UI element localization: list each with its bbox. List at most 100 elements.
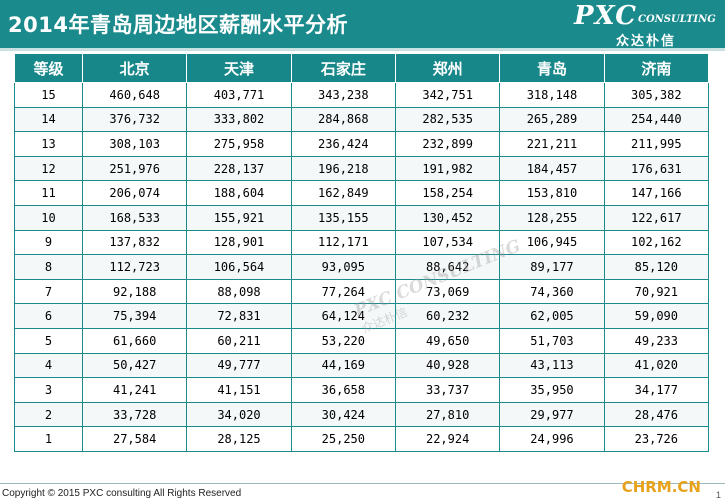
salary-cell: 153,810: [499, 180, 605, 206]
table-row: 3 41,241 41,151 36,658 33,737 35,950 34,177: [14, 377, 710, 403]
salary-cell: 49,233: [603, 327, 710, 354]
grade-cell: 4: [14, 352, 83, 379]
salary-cell: 376,732: [81, 106, 188, 133]
table-row: 7 92,188 88,098 77,264 73,069 74,360 70,921: [14, 278, 710, 305]
column-header-tianjin: 天津: [186, 53, 292, 83]
page-number: 1: [715, 490, 721, 500]
salary-cell: 158,254: [394, 180, 501, 206]
column-header-beijing: 北京: [81, 53, 188, 83]
salary-cell: 112,723: [81, 254, 188, 280]
salary-cell: 137,832: [81, 229, 188, 256]
salary-cell: 106,564: [186, 254, 292, 280]
salary-cell: 28,476: [603, 401, 710, 428]
salary-cell: 122,617: [603, 204, 710, 231]
title-bar: 2014年青岛周边地区薪酬水平分析 PXC CONSULTING 众达朴信: [0, 0, 725, 49]
table-row: 10 168,533 155,921 135,155 130,452 128,255 122…: [14, 204, 710, 231]
salary-cell: 211,995: [603, 131, 710, 157]
table-row: 4 50,427 49,777 44,169 40,928 43,113 41,020: [14, 352, 710, 379]
salary-cell: 61,660: [81, 327, 188, 354]
salary-cell: 49,650: [394, 327, 501, 354]
grade-cell: 12: [14, 155, 83, 182]
column-header-qingdao: 青岛: [499, 53, 605, 83]
salary-cell: 85,120: [603, 254, 710, 280]
column-header-shijiazhuang: 石家庄: [290, 53, 396, 83]
salary-cell: 102,162: [603, 229, 710, 256]
logo-consulting-text: CONSULTING: [638, 14, 716, 25]
salary-cell: 74,360: [499, 278, 605, 305]
salary-cell: 106,945: [499, 229, 605, 256]
grade-cell: 11: [14, 180, 83, 206]
grade-cell: 9: [14, 229, 83, 256]
salary-cell: 147,166: [603, 180, 710, 206]
salary-cell: 44,169: [290, 352, 396, 379]
salary-cell: 176,631: [603, 155, 710, 182]
table-row: 1 27,584 28,125 25,250 22,924 24,996 23,726: [14, 426, 710, 452]
salary-cell: 343,238: [290, 82, 396, 108]
grade-cell: 7: [14, 278, 83, 305]
salary-cell: 128,255: [499, 204, 605, 231]
table-row: 13 308,103 275,958 236,424 232,899 221,211 211…: [14, 131, 710, 157]
salary-cell: 251,976: [81, 155, 188, 182]
salary-cell: 135,155: [290, 204, 396, 231]
salary-cell: 308,103: [81, 131, 188, 157]
salary-cell: 40,928: [394, 352, 501, 379]
table-header-row: 等级 北京 天津 石家庄 郑州 青岛 济南: [14, 53, 710, 83]
salary-cell: 43,113: [499, 352, 605, 379]
salary-cell: 206,074: [81, 180, 188, 206]
column-header-grade: 等级: [14, 53, 83, 83]
salary-cell: 168,533: [81, 204, 188, 231]
salary-cell: 34,020: [186, 401, 292, 428]
table-row: 2 33,728 34,020 30,424 27,810 29,977 28,476: [14, 401, 710, 428]
grade-cell: 14: [14, 106, 83, 133]
table-row: 14 376,732 333,802 284,868 282,535 265,289 254…: [14, 106, 710, 133]
salary-cell: 49,777: [186, 352, 292, 379]
table-row: 9 137,832 128,901 112,171 107,534 106,945 102,…: [14, 229, 710, 256]
column-header-zhengzhou: 郑州: [394, 53, 501, 83]
salary-cell: 60,232: [394, 303, 501, 329]
table-row: 12 251,976 228,137 196,218 191,982 184,457 176…: [14, 155, 710, 182]
salary-cell: 22,924: [394, 426, 501, 452]
salary-cell: 254,440: [603, 106, 710, 133]
salary-cell: 30,424: [290, 401, 396, 428]
salary-cell: 265,289: [499, 106, 605, 133]
salary-cell: 282,535: [394, 106, 501, 133]
salary-cell: 93,095: [290, 254, 396, 280]
salary-cell: 155,921: [186, 204, 292, 231]
page-title: 2014年青岛周边地区薪酬水平分析: [8, 13, 348, 37]
salary-cell: 24,996: [499, 426, 605, 452]
salary-cell: 41,020: [603, 352, 710, 379]
salary-cell: 188,604: [186, 180, 292, 206]
salary-cell: 460,648: [81, 82, 188, 108]
salary-cell: 88,642: [394, 254, 501, 280]
salary-cell: 228,137: [186, 155, 292, 182]
salary-cell: 92,188: [81, 278, 188, 305]
salary-cell: 29,977: [499, 401, 605, 428]
table-row: 5 61,660 60,211 53,220 49,650 51,703 49,233: [14, 327, 710, 354]
salary-cell: 72,831: [186, 303, 292, 329]
header-divider: [0, 48, 725, 51]
logo-pxc-text: PXC: [574, 1, 637, 31]
column-header-jinan: 济南: [603, 53, 710, 83]
salary-cell: 23,726: [603, 426, 710, 452]
salary-cell: 232,899: [394, 131, 501, 157]
salary-cell: 162,849: [290, 180, 396, 206]
salary-cell: 27,810: [394, 401, 501, 428]
salary-cell: 342,751: [394, 82, 501, 108]
table-row: 11 206,074 188,604 162,849 158,254 153,810 147…: [14, 180, 710, 206]
grade-cell: 1: [14, 426, 83, 452]
salary-cell: 53,220: [290, 327, 396, 354]
salary-cell: 28,125: [186, 426, 292, 452]
salary-cell: 305,382: [603, 82, 710, 108]
salary-cell: 75,394: [81, 303, 188, 329]
grade-cell: 15: [14, 82, 83, 108]
table-row: 6 75,394 72,831 64,124 60,232 62,005 59,090: [14, 303, 710, 329]
salary-cell: 41,151: [186, 377, 292, 403]
salary-cell: 191,982: [394, 155, 501, 182]
salary-cell: 128,901: [186, 229, 292, 256]
salary-cell: 112,171: [290, 229, 396, 256]
salary-cell: 25,250: [290, 426, 396, 452]
grade-cell: 3: [14, 377, 83, 403]
copyright-text: Copyright © 2015 PXC consulting All Righ…: [2, 488, 242, 499]
pxc-logo: PXC CONSULTING 众达朴信: [574, 1, 719, 49]
salary-cell: 88,098: [186, 278, 292, 305]
